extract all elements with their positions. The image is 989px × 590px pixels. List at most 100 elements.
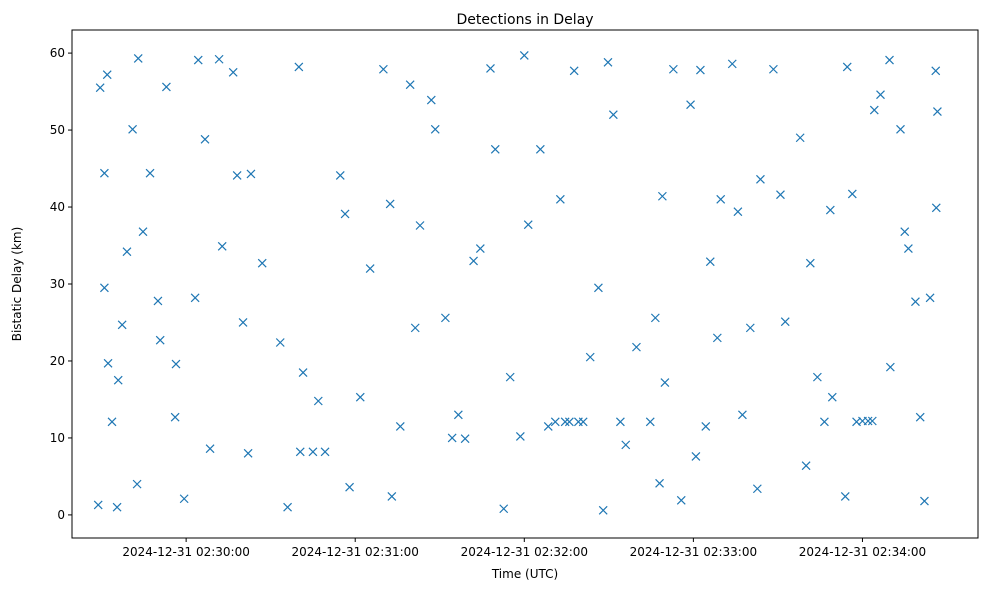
data-point [440,313,450,323]
data-point [246,169,256,179]
data-point [447,433,457,443]
data-point [190,293,200,303]
data-point [931,203,941,213]
x-tick-label: 2024-12-31 02:33:00 [630,545,757,559]
data-point [869,105,879,115]
data-point [550,417,560,427]
data-point [819,417,829,427]
data-point [756,174,765,184]
y-tick-label: 60 [50,46,65,60]
data-point [593,283,603,293]
y-tick-label: 10 [50,431,65,445]
data-point [885,362,895,372]
data-point [385,199,395,209]
data-point [660,378,670,387]
data-point [95,83,105,93]
data-point [340,209,350,219]
data-point [426,95,436,105]
data-point [701,421,711,431]
data-point [171,359,181,369]
data-point [460,434,470,444]
data-point [932,107,942,117]
data-point [232,171,242,180]
x-axis: 2024-12-31 02:30:00 2024-12-31 02:31:00 20… [122,538,926,559]
x-tick-label: 2024-12-31 02:34:00 [799,545,926,559]
data-point [475,244,485,254]
y-tick-label: 20 [50,354,65,368]
data-point [608,110,618,120]
data-point [99,168,109,178]
data-point [469,256,478,266]
data-point [569,66,579,76]
data-point [555,194,565,204]
data-point [490,144,500,154]
data-point [858,416,867,426]
data-point [93,500,103,510]
data-point [867,416,877,426]
data-point [405,80,415,90]
data-point [896,124,905,134]
data-point [214,54,224,64]
data-point [695,65,705,75]
data-point [453,410,463,420]
x-tick-label: 2024-12-31 02:30:00 [122,545,249,559]
data-point [615,417,625,427]
data-point [925,293,935,303]
data-point [275,338,285,347]
data-point [632,342,641,352]
data-point [355,392,365,402]
data-point [200,134,210,144]
data-point [378,64,388,74]
data-point [686,100,695,110]
data-point [486,64,495,73]
data-point [776,190,785,200]
data-point [117,320,127,330]
data-point [920,496,929,506]
data-point [650,313,660,323]
data-point [752,484,762,494]
data-point [564,417,574,427]
data-point [145,168,155,178]
data-point [132,479,142,489]
data-point [801,461,811,471]
data-point [515,431,525,441]
data-point [876,90,885,100]
data-point [560,417,570,427]
data-point [257,258,267,268]
data-point [243,448,253,458]
data-point [645,417,655,427]
data-point [727,59,737,69]
data-point [535,144,545,154]
data-point [430,124,440,134]
data-points [93,50,942,515]
data-point [410,323,420,333]
data-point [805,258,815,268]
data-point [676,495,686,505]
data-point [768,64,778,74]
data-point [523,220,533,230]
data-point [543,421,553,431]
data-point [840,492,850,501]
data-point [313,396,323,406]
x-tick-label: 2024-12-31 02:32:00 [461,545,588,559]
data-point [298,368,308,377]
data-point [573,417,583,427]
chart-title: Detections in Delay [456,12,593,28]
data-point [668,64,678,74]
data-point [931,66,941,76]
data-point [716,194,726,204]
data-point [911,297,920,307]
data-point [842,62,852,72]
y-axis: 0 10 20 30 40 50 60 [50,46,72,522]
data-point [205,444,215,454]
data-point [621,440,631,450]
data-point [395,421,405,431]
data-point [335,171,345,180]
data-point [915,412,925,422]
data-point [737,410,747,420]
data-point [655,478,664,488]
data-point [155,335,165,345]
data-point [795,133,805,143]
x-axis-label: Time (UTC) [491,567,558,581]
